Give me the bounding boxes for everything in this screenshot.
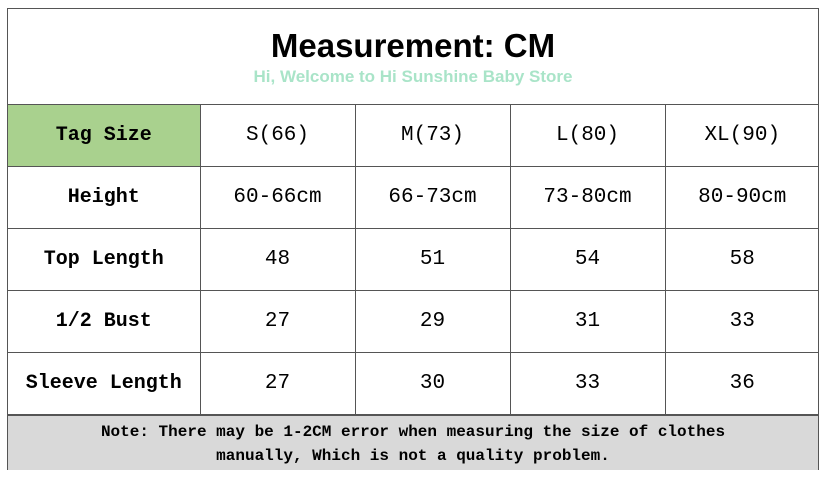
table-row: Sleeve Length 27 30 33 36 (8, 352, 819, 415)
row-header: Tag Size (8, 105, 201, 167)
size-chart: Measurement: CM Hi, Welcome to Hi Sunshi… (7, 8, 819, 470)
note-line: Note: There may be 1-2CM error when meas… (100, 423, 726, 441)
table-row: 1/2 Bust 27 29 31 33 (8, 290, 819, 353)
cell: 31 (509, 290, 666, 353)
cell: 33 (509, 352, 666, 415)
row-header: Top Length (8, 228, 201, 291)
cell: 66-73cm (354, 166, 511, 229)
cell: 60-66cm (199, 166, 356, 229)
size-table: Tag Size S(66) M(73) L(80) XL(90) Height 60-66… (8, 105, 819, 415)
table-row: Tag Size S(66) M(73) L(80) XL(90) (8, 105, 819, 167)
cell: 33 (664, 290, 819, 353)
cell: 58 (664, 228, 819, 291)
cell: 36 (664, 352, 819, 415)
row-header: Height (8, 166, 201, 229)
table-row: Height 60-66cm 66-73cm 73-80cm 80-90cm (8, 166, 819, 229)
header: Measurement: CM Hi, Welcome to Hi Sunshi… (8, 9, 818, 105)
title: Measurement: CM (270, 27, 556, 64)
row-header: 1/2 Bust (8, 290, 201, 353)
cell: 27 (199, 290, 356, 353)
cell: M(73) (354, 105, 511, 167)
subtitle: Hi, Welcome to Hi Sunshine Baby Store (253, 67, 573, 86)
cell: 48 (199, 228, 356, 291)
cell: 27 (199, 352, 356, 415)
cell: 73-80cm (509, 166, 666, 229)
cell: S(66) (199, 105, 356, 167)
cell: 80-90cm (664, 166, 819, 229)
row-header: Sleeve Length (8, 352, 201, 415)
table-row: Top Length 48 51 54 58 (8, 228, 819, 291)
cell: 30 (354, 352, 511, 415)
cell: XL(90) (664, 105, 819, 167)
cell: L(80) (509, 105, 666, 167)
cell: 54 (509, 228, 666, 291)
cell: 29 (354, 290, 511, 353)
note: Note: There may be 1-2CM error when meas… (8, 415, 818, 470)
cell: 51 (354, 228, 511, 291)
note-line: manually, Which is not a quality problem… (216, 447, 610, 465)
